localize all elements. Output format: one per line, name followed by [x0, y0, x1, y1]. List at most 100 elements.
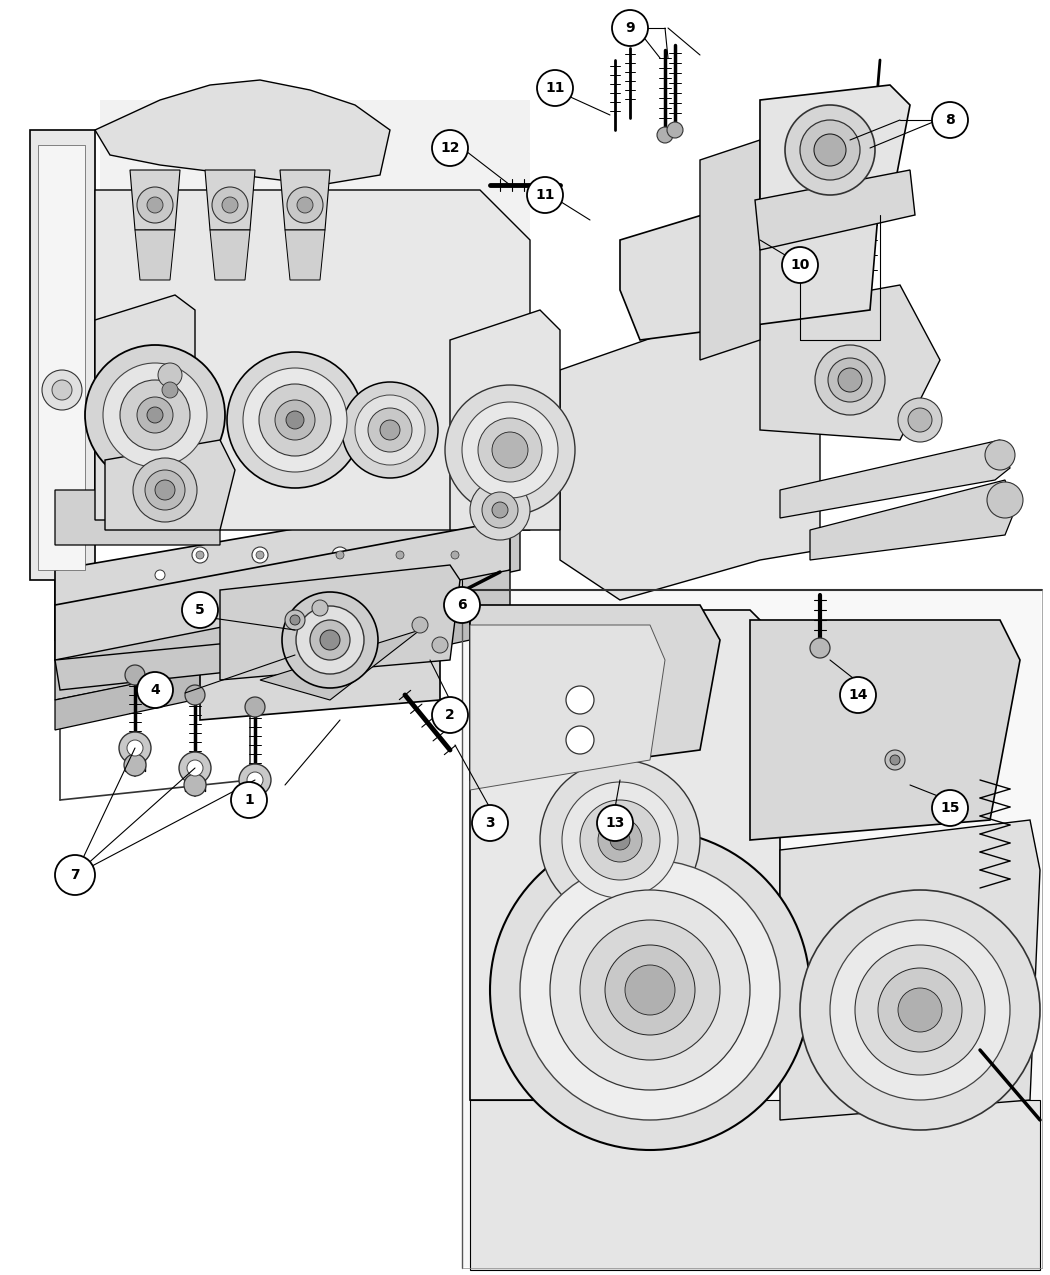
Circle shape [432, 130, 468, 166]
Circle shape [55, 856, 94, 895]
Circle shape [120, 380, 190, 450]
Circle shape [625, 965, 675, 1015]
Circle shape [527, 177, 563, 213]
Polygon shape [560, 300, 820, 601]
Polygon shape [94, 80, 390, 185]
Circle shape [252, 547, 268, 564]
Polygon shape [760, 85, 910, 224]
Circle shape [452, 551, 459, 558]
Circle shape [932, 790, 968, 826]
Polygon shape [38, 145, 85, 570]
Polygon shape [220, 565, 460, 680]
Circle shape [392, 547, 408, 564]
Circle shape [52, 380, 72, 400]
Circle shape [158, 363, 182, 388]
Text: 7: 7 [70, 868, 80, 882]
Circle shape [432, 638, 448, 653]
Circle shape [840, 677, 876, 713]
Circle shape [286, 411, 304, 428]
Circle shape [312, 601, 328, 616]
Circle shape [537, 70, 573, 106]
Circle shape [256, 551, 264, 558]
Circle shape [610, 830, 630, 850]
Circle shape [657, 128, 673, 143]
Circle shape [162, 382, 178, 398]
Text: 5: 5 [195, 603, 205, 617]
Circle shape [244, 785, 266, 808]
Circle shape [222, 198, 238, 213]
Circle shape [196, 551, 204, 558]
Circle shape [42, 370, 82, 411]
Polygon shape [55, 615, 470, 731]
Text: 4: 4 [150, 683, 160, 697]
Circle shape [290, 615, 300, 625]
Circle shape [800, 890, 1040, 1130]
Text: 11: 11 [536, 187, 554, 201]
Polygon shape [55, 640, 265, 690]
Circle shape [155, 570, 165, 580]
Polygon shape [260, 630, 420, 700]
Circle shape [782, 247, 818, 283]
Polygon shape [94, 295, 195, 520]
Circle shape [136, 187, 173, 223]
Circle shape [282, 592, 378, 688]
Circle shape [667, 122, 682, 138]
Polygon shape [30, 130, 94, 640]
Circle shape [492, 502, 508, 518]
Text: 9: 9 [625, 20, 635, 34]
Circle shape [310, 620, 350, 660]
Circle shape [127, 740, 143, 756]
Circle shape [396, 551, 404, 558]
Circle shape [550, 890, 750, 1090]
Polygon shape [280, 170, 330, 230]
Polygon shape [470, 606, 720, 780]
Circle shape [885, 750, 905, 770]
Circle shape [332, 547, 348, 564]
Circle shape [810, 638, 830, 658]
Circle shape [898, 988, 942, 1031]
Polygon shape [55, 520, 510, 660]
Circle shape [119, 732, 151, 764]
Text: 2: 2 [445, 708, 455, 722]
Polygon shape [55, 530, 520, 660]
Circle shape [412, 617, 428, 632]
Circle shape [566, 725, 594, 754]
Circle shape [566, 686, 594, 714]
Circle shape [540, 760, 700, 921]
Text: 8: 8 [945, 113, 954, 128]
Circle shape [136, 672, 173, 708]
Text: 11: 11 [545, 82, 565, 96]
Circle shape [908, 408, 932, 432]
Polygon shape [470, 625, 665, 790]
Circle shape [275, 400, 315, 440]
Circle shape [597, 805, 633, 842]
Polygon shape [55, 490, 520, 620]
Circle shape [470, 479, 530, 541]
Polygon shape [760, 286, 940, 440]
Text: 14: 14 [848, 688, 867, 703]
Circle shape [368, 408, 412, 453]
Circle shape [285, 609, 304, 630]
Circle shape [815, 346, 885, 414]
Circle shape [985, 440, 1015, 470]
Circle shape [828, 358, 872, 402]
Circle shape [85, 346, 225, 484]
Polygon shape [780, 440, 1010, 518]
Circle shape [243, 368, 346, 472]
Circle shape [155, 479, 175, 500]
Circle shape [227, 352, 363, 488]
Polygon shape [810, 479, 1015, 560]
Circle shape [987, 482, 1023, 518]
Circle shape [287, 187, 323, 223]
Polygon shape [100, 99, 530, 520]
Circle shape [124, 754, 146, 776]
Circle shape [296, 606, 364, 674]
Circle shape [478, 418, 542, 482]
Text: 1: 1 [244, 793, 254, 807]
Circle shape [178, 752, 211, 784]
Circle shape [184, 774, 206, 796]
Circle shape [145, 470, 185, 510]
Circle shape [245, 697, 265, 717]
Text: 3: 3 [485, 816, 495, 830]
Text: 10: 10 [791, 258, 810, 272]
